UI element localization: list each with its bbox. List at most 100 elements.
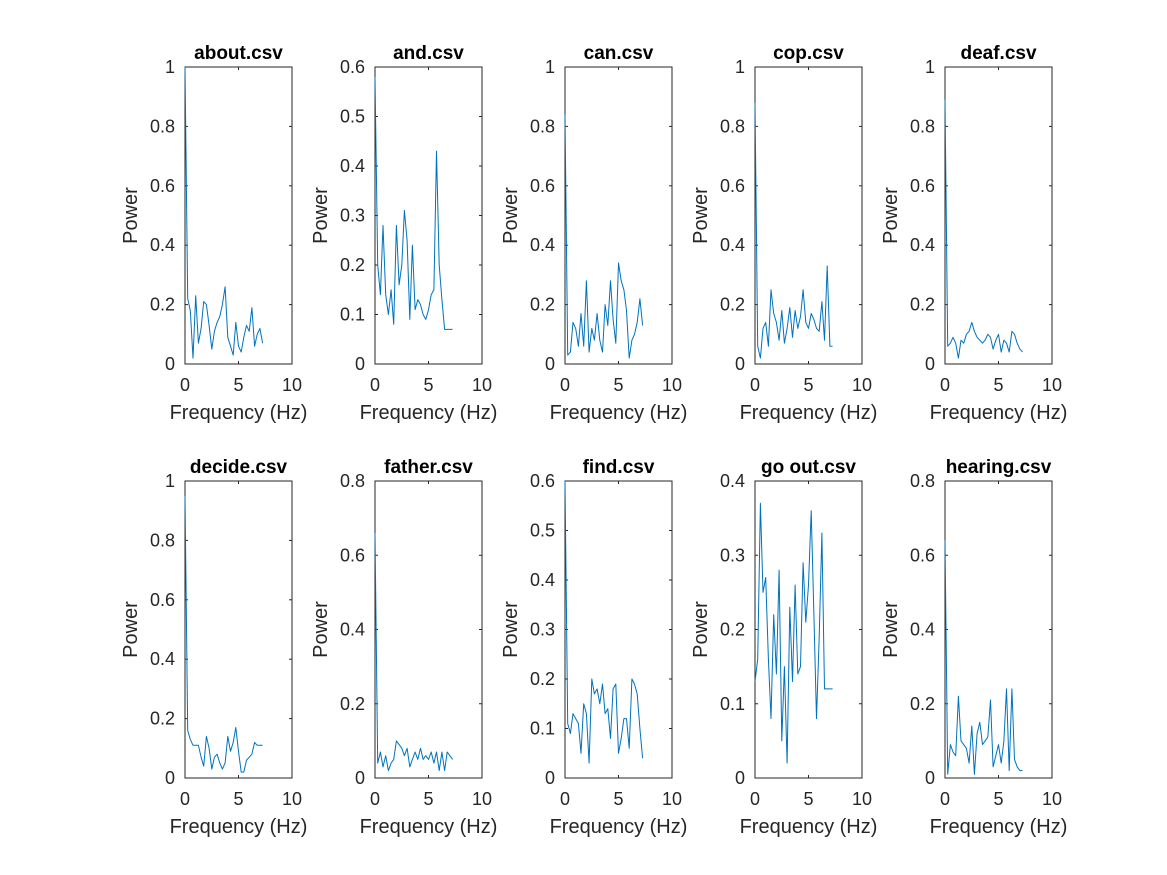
- y-tick-label: 0: [925, 354, 935, 374]
- x-tick-label: 0: [370, 789, 380, 809]
- y-tick-label: 0.6: [530, 471, 555, 491]
- subplot: hearing.csv 0 0.2 0.4 0.6 0.8 0 5 10 Frequency (H…: [880, 457, 1067, 838]
- y-tick-label: 0.2: [910, 694, 935, 714]
- y-tick-label: 1: [165, 471, 175, 491]
- y-tick-label: 0.2: [340, 694, 365, 714]
- x-tick-label: 0: [750, 375, 760, 395]
- axes-box: [564, 66, 673, 365]
- x-axis-label: Frequency (Hz): [740, 816, 878, 838]
- y-tick-label: 0.1: [530, 719, 555, 739]
- series-line: [374, 532, 454, 772]
- y-tick-label: 0.2: [530, 669, 555, 689]
- series-line: [374, 76, 453, 330]
- subplot: father.csv 0 0.2 0.4 0.6 0.8 0 5 10 Frequency (Hz…: [310, 457, 497, 838]
- y-tick-label: 0.4: [150, 235, 175, 255]
- y-tick-label: 0.6: [340, 57, 365, 77]
- subplot-title: go out.csv: [761, 457, 856, 478]
- y-axis-label: Power: [690, 601, 712, 658]
- x-axis-label: Frequency (Hz): [360, 816, 498, 838]
- y-tick-label: 1: [165, 57, 175, 77]
- y-tick-label: 0.1: [720, 694, 745, 714]
- y-tick-label: 0.8: [150, 530, 175, 550]
- y-tick-label: 0.8: [530, 116, 555, 136]
- y-tick-label: 0.4: [720, 235, 745, 255]
- x-tick-label: 0: [180, 789, 190, 809]
- y-tick-label: 0.8: [720, 116, 745, 136]
- y-tick-label: 1: [545, 57, 555, 77]
- x-tick-label: 10: [1042, 375, 1062, 395]
- y-tick-label: 0.8: [150, 116, 175, 136]
- subplot-title: can.csv: [584, 43, 654, 64]
- series-line: [564, 114, 644, 359]
- y-tick-label: 0.6: [150, 590, 175, 610]
- x-tick-label: 5: [613, 375, 623, 395]
- y-tick-label: 0: [165, 768, 175, 788]
- axes-box: [564, 480, 673, 779]
- x-tick-label: 5: [803, 375, 813, 395]
- y-tick-label: 0.4: [340, 156, 365, 176]
- y-axis-label: Power: [500, 187, 522, 244]
- y-axis-label: Power: [690, 187, 712, 244]
- y-tick-label: 0.4: [530, 570, 555, 590]
- y-tick-label: 0.4: [720, 471, 745, 491]
- x-tick-label: 10: [852, 375, 872, 395]
- y-tick-label: 0.8: [340, 471, 365, 491]
- series-line: [944, 540, 1023, 775]
- x-tick-label: 10: [1042, 789, 1062, 809]
- y-tick-label: 0: [165, 354, 175, 374]
- x-tick-label: 5: [613, 789, 623, 809]
- y-tick-label: 0.3: [340, 206, 365, 226]
- x-axis-label: Frequency (Hz): [930, 402, 1068, 424]
- x-axis-label: Frequency (Hz): [550, 816, 688, 838]
- y-tick-label: 0.6: [720, 176, 745, 196]
- axes-box: [944, 66, 1053, 365]
- x-tick-label: 0: [560, 789, 570, 809]
- x-tick-label: 10: [852, 789, 872, 809]
- x-tick-label: 5: [423, 789, 433, 809]
- y-axis-label: Power: [310, 187, 332, 244]
- y-tick-label: 0.4: [910, 620, 935, 640]
- x-axis-label: Frequency (Hz): [740, 402, 878, 424]
- axes-box: [374, 66, 483, 365]
- y-tick-label: 0.5: [340, 107, 365, 127]
- y-tick-label: 0: [355, 354, 365, 374]
- y-tick-label: 0: [925, 768, 935, 788]
- y-tick-label: 0.6: [340, 545, 365, 565]
- axes-box: [944, 480, 1053, 779]
- subplot-title: and.csv: [393, 43, 464, 64]
- y-tick-label: 0.2: [910, 295, 935, 315]
- y-axis-label: Power: [880, 601, 902, 658]
- series-line: [944, 99, 1023, 359]
- x-axis-label: Frequency (Hz): [170, 402, 308, 424]
- y-tick-label: 0: [735, 768, 745, 788]
- y-tick-label: 1: [735, 57, 745, 77]
- subplot-title: deaf.csv: [960, 43, 1036, 64]
- x-tick-label: 5: [233, 375, 243, 395]
- y-axis-label: Power: [880, 187, 902, 244]
- y-tick-label: 0.8: [910, 471, 935, 491]
- x-axis-label: Frequency (Hz): [930, 816, 1068, 838]
- y-tick-label: 0.2: [720, 620, 745, 640]
- y-tick-label: 0: [355, 768, 365, 788]
- axes-box: [184, 66, 293, 365]
- x-tick-label: 5: [803, 789, 813, 809]
- subplot-title: about.csv: [194, 43, 283, 64]
- x-tick-label: 0: [370, 375, 380, 395]
- x-axis-label: Frequency (Hz): [170, 816, 308, 838]
- subplot-title: decide.csv: [190, 457, 288, 478]
- x-tick-label: 5: [423, 375, 433, 395]
- x-tick-label: 10: [472, 375, 492, 395]
- subplot-title: hearing.csv: [946, 457, 1052, 478]
- y-tick-label: 0.4: [910, 235, 935, 255]
- y-tick-label: 1: [925, 57, 935, 77]
- subplot-title: find.csv: [583, 457, 655, 478]
- axes-box: [754, 480, 863, 779]
- y-tick-label: 0.5: [530, 521, 555, 541]
- y-tick-label: 0.6: [530, 176, 555, 196]
- subplot: find.csv 0 0.1 0.2 0.3 0.4 0.5 0.6 0 5 10 Frequency…: [500, 457, 687, 838]
